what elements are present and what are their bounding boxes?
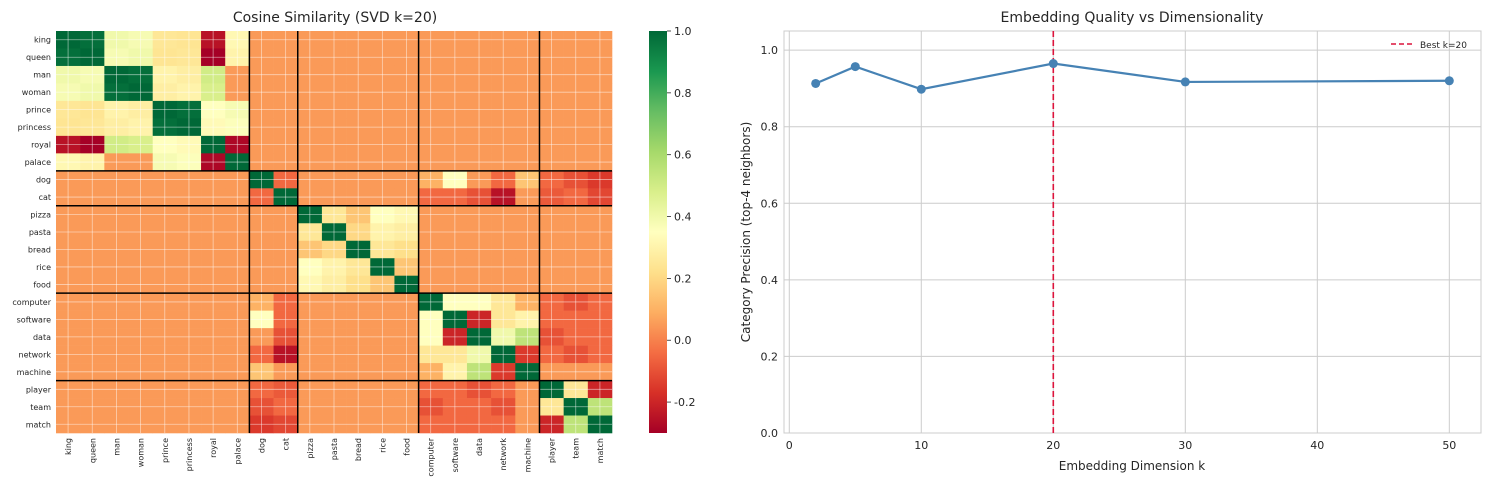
colorbar-tick-label: 0.8 (674, 87, 692, 100)
row-label-bread: bread (28, 245, 51, 254)
row-label-rice: rice (36, 263, 51, 272)
row-label-player: player (26, 385, 52, 394)
line-legend: Best k=20 (1391, 41, 1467, 51)
y-tick-label: 0.0 (761, 427, 779, 440)
col-label-royal: royal (209, 438, 218, 458)
row-label-woman: woman (22, 88, 51, 97)
row-label-palace: palace (25, 158, 52, 167)
row-label-king: king (34, 36, 51, 45)
colorbar-tick-label: 0.0 (674, 334, 692, 347)
row-label-prince: prince (26, 106, 51, 115)
col-label-cat: cat (282, 438, 291, 450)
row-label-cat: cat (39, 193, 51, 202)
colorbar-tick-label: 0.2 (674, 272, 692, 285)
col-label-match: match (596, 438, 605, 463)
col-label-software: software (451, 438, 460, 472)
point-k-30 (1180, 77, 1190, 87)
line-x-axis-label: Embedding Dimension k (1059, 459, 1205, 473)
col-label-team: team (572, 438, 581, 459)
heatmap-column-labels: king queen man woman prince princess royal pala… (64, 437, 605, 476)
col-label-computer: computer (427, 437, 436, 476)
y-tick-label: 1.0 (761, 44, 779, 57)
precision-series-points (811, 59, 1454, 94)
point-k-20 (1048, 59, 1058, 69)
line-y-axis-label: Category Precision (top-4 neighbors) (739, 122, 753, 342)
col-label-bread: bread (354, 438, 363, 461)
x-tick-label: 0 (786, 439, 793, 452)
col-label-food: food (403, 438, 412, 456)
x-tick-label: 10 (914, 439, 928, 452)
colorbar-tick-label: 1.0 (674, 25, 692, 38)
col-label-machine: machine (523, 438, 532, 472)
col-label-man: man (112, 438, 121, 456)
line-y-tick-labels: 0.0 0.2 0.4 0.6 0.8 1.0 (761, 44, 779, 440)
col-label-king: king (64, 438, 73, 455)
col-label-dog: dog (257, 438, 266, 453)
line-x-tick-labels: 0 10 20 30 40 50 (786, 439, 1457, 452)
col-label-princess: princess (185, 438, 194, 471)
row-label-software: software (17, 315, 51, 324)
colorbar-tick-label: -0.2 (674, 396, 695, 409)
x-tick-label: 40 (1310, 439, 1324, 452)
heatmap-block-separators (56, 31, 612, 433)
colorbar-tick-label: 0.6 (674, 149, 692, 162)
heatmap-gridlines (56, 31, 612, 433)
x-tick-label: 50 (1442, 439, 1456, 452)
row-label-computer: computer (12, 298, 51, 307)
col-label-pasta: pasta (330, 438, 339, 460)
row-label-pizza: pizza (30, 211, 51, 220)
point-k-50 (1444, 76, 1454, 86)
point-k-10 (916, 84, 926, 94)
line-plot-area (783, 30, 1482, 434)
col-label-palace: palace (233, 438, 242, 465)
col-label-network: network (499, 438, 508, 471)
row-label-man: man (33, 71, 51, 80)
row-label-network: network (19, 350, 52, 359)
col-label-queen: queen (88, 438, 97, 463)
row-label-food: food (33, 280, 51, 289)
point-k-2 (811, 78, 821, 88)
heatmap-row-labels: king queen man woman prince princess royal pala… (12, 36, 51, 430)
x-tick-label: 20 (1046, 439, 1060, 452)
col-label-player: player (548, 437, 557, 463)
row-label-pasta: pasta (29, 228, 51, 237)
row-label-data: data (33, 333, 51, 342)
col-label-data: data (475, 438, 484, 456)
y-tick-label: 0.2 (761, 350, 779, 363)
y-tick-label: 0.4 (761, 274, 779, 287)
row-label-match: match (26, 420, 51, 429)
col-label-pizza: pizza (306, 438, 315, 459)
x-tick-label: 30 (1178, 439, 1192, 452)
colorbar (649, 31, 667, 433)
row-label-princess: princess (18, 123, 51, 132)
colorbar-tick-label: 0.4 (674, 211, 692, 224)
line-gridlines (784, 31, 1481, 434)
row-label-dog: dog (36, 176, 51, 185)
col-label-prince: prince (161, 438, 170, 463)
colorbar-ticks: -0.2 0.0 0.2 0.4 0.6 0.8 1.0 (667, 25, 695, 409)
row-label-machine: machine (17, 368, 51, 377)
row-label-royal: royal (31, 141, 51, 150)
heatmap-title: Cosine Similarity (SVD k=20) (233, 10, 437, 26)
precision-series-line (815, 62, 1450, 91)
col-label-rice: rice (378, 438, 387, 453)
row-label-team: team (30, 403, 51, 412)
line-chart-title: Embedding Quality vs Dimensionality (1001, 10, 1264, 26)
y-tick-label: 0.6 (761, 197, 779, 210)
y-tick-label: 0.8 (761, 121, 779, 134)
legend-best-k-label: Best k=20 (1420, 41, 1467, 51)
row-label-queen: queen (26, 53, 51, 62)
point-k-5 (850, 62, 860, 72)
col-label-woman: woman (137, 438, 146, 467)
